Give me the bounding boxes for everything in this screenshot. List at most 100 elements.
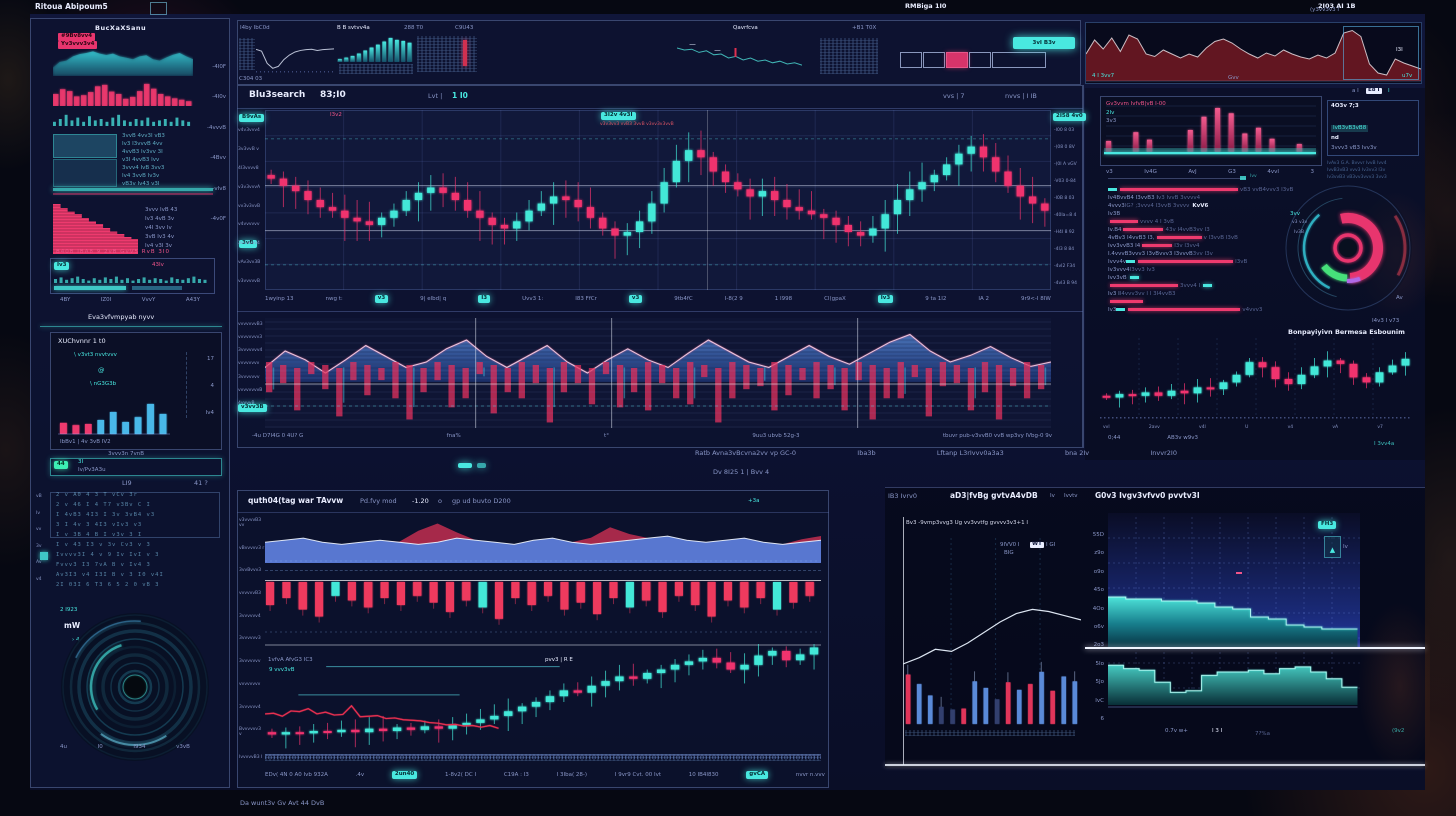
main-left-badge-2[interactable]: 3vB (239, 240, 257, 248)
axis-label: 9| elbd| q (420, 295, 447, 302)
main-right-divider (1083, 85, 1084, 448)
br-y-axis-item: 5Jo (1095, 679, 1105, 686)
br-marker-icon[interactable]: ▲ (1324, 536, 1341, 558)
main-left-badge-1[interactable]: B9vAs (239, 114, 265, 122)
sidebar-staircase-chart (53, 202, 138, 254)
bl-left-gutter-item: vvvvvvvv (239, 681, 261, 687)
mid-glow-dash-2 (477, 463, 486, 468)
br-y-axis-item: 5Io (1095, 660, 1105, 667)
main-period-value[interactable]: 1 I0 (452, 91, 468, 100)
br-y-axis-item: o9o (1093, 568, 1104, 575)
axis-badge[interactable]: v3 (374, 295, 389, 303)
bl-stat-4: gp ud buvto D200 (452, 497, 511, 505)
sidebar-cyan-box[interactable] (50, 458, 222, 476)
br-badge[interactable]: FH3 (1318, 521, 1337, 529)
sidebar-cyan-marker[interactable] (40, 552, 48, 560)
rc-hist-x-axis-item: v3 (1106, 169, 1113, 175)
stat-row: vvvv 4 I 3vB (1108, 218, 1323, 225)
sidebar-badge-2[interactable]: Yv3vvv3v4 (58, 41, 98, 49)
rc-histogram-chart (1102, 98, 1320, 164)
sidebar-box-chip[interactable]: Iv3 (54, 262, 70, 270)
bl-left-gutter-item: 3vvvvvv4 (239, 704, 261, 710)
progress-bar (1123, 228, 1164, 231)
main-left-gutter: v4v3vvv4 3v3vvB v 4I3vvvv8 v3v3vvvA vv3v3vvB… (238, 128, 264, 284)
topbar-action-button[interactable]: 3vI B3v (1013, 37, 1075, 49)
cyan-segment (1108, 188, 1117, 191)
sidebar-right-values-item: -vIv8 (212, 185, 226, 192)
main-price-axis-item: -V03 0-84 (1054, 179, 1076, 184)
main-candlestick-chart[interactable] (265, 110, 1051, 290)
swatch-1[interactable] (900, 52, 922, 68)
tr-zoom-box[interactable] (1343, 26, 1419, 80)
topbar-label-2b: 288 T0 (404, 25, 424, 31)
rc-candle-x-labels-item: AB3v w9v3 (1167, 435, 1198, 441)
main-price-axis: -I00 8 03 -(08 0 8V -(0I A vGV -V03 0-84 -I0… (1054, 128, 1084, 286)
tr-label-1: 4 I 3vv7 (1092, 73, 1115, 79)
axis-badge[interactable]: v3 (628, 295, 643, 303)
at-icon: @ (98, 366, 105, 374)
volume-band-chart[interactable] (265, 318, 1051, 428)
axis-label: 1wyinp 13 (265, 295, 294, 302)
volume-left-badge[interactable]: v3vv3B (238, 404, 267, 412)
rc-slider-track[interactable] (1108, 178, 1246, 179)
bl-left-gutter-item: 3vvBvvv3 (239, 568, 262, 574)
br-y-axis-item: 55D (1092, 532, 1104, 538)
stat-row: Iv3 I I4vvv3vv I I 3I4vvB3 (1108, 290, 1323, 297)
sidebar-table2-row: I v 3B 4 B I v3v 3 I (56, 532, 143, 538)
swatch-3-selected[interactable] (946, 52, 968, 68)
main-price-axis-item: -I0B 8 03 (1054, 196, 1075, 201)
mid-strip-row-item: Ratb Avna3vBcvna2vv vp GC-0 (695, 449, 797, 457)
main-axis-badge[interactable]: 2I58 4v0 (1053, 113, 1086, 121)
app-menu-icon[interactable] (150, 2, 167, 15)
bl-left-gutter-item: 3vvvvvv4 (239, 613, 261, 619)
axis-badge[interactable]: Iv3 (877, 295, 894, 303)
rc-candlestick-chart[interactable] (1100, 336, 1412, 422)
bl-rising-candles[interactable] (265, 643, 821, 761)
bl-stat-3: o (438, 497, 442, 505)
axis-badge[interactable]: 2un40 (391, 771, 418, 779)
axis-label: I 9vr9 Cvt. 00 Ivt (614, 771, 661, 778)
sidebar-badge-1[interactable]: #9Bv8vv4 (58, 33, 96, 41)
bm-header-1: IB3 Ivrv0 (888, 492, 917, 500)
swatch-2[interactable] (923, 52, 945, 68)
bl-stat-2: -1.20 (412, 497, 429, 505)
bl-header-rule (237, 512, 829, 513)
bl-hanging-candles (265, 576, 821, 638)
sidebar-stair-table-row: Iv4 v3I 3v (145, 243, 173, 249)
rc-hist-x-axis: v3 Iv4G AvJ G3 4vvI 3 (1106, 169, 1314, 175)
stat-row: Iv3B (1108, 210, 1323, 217)
br-depth-chart[interactable] (1108, 513, 1360, 713)
sidebar-green-badge[interactable]: 44 (54, 461, 68, 469)
main-header-rule (237, 108, 1083, 109)
bl-area-chart (265, 517, 821, 563)
sidebar-right-values-item: -4I0F (212, 64, 226, 70)
sidebar-table2-side-item: Iv (36, 510, 40, 516)
br-x-label-1: 0.7v w+ (1165, 728, 1188, 734)
tr-label-4: u7v (1402, 73, 1413, 79)
swatch-4[interactable] (969, 52, 991, 68)
volume-bottom-axis-item: tbuvr pub-v3vvB0 vvB wp3vy IVbg-0 9v (942, 433, 1052, 439)
volume-left-gutter-item: 3vvvvvvv (238, 374, 260, 380)
bl-annotation-2: 9 vvv3vB (269, 667, 295, 673)
main-top-box[interactable]: 3I2v 4v3I (601, 112, 636, 120)
sidebar-table2-row: 2 v 46 I 4 T7 v3Bv C I (56, 502, 151, 508)
sidebar-chart-axis-item: Iv4 (205, 410, 214, 416)
mid-pagination[interactable]: Dv 8I25 1 | Bvv 4 (713, 468, 770, 476)
sidebar-labels-row: 4BY IZ0I VvvY A43Y (60, 297, 200, 303)
rc-slider-handle[interactable] (1240, 176, 1246, 180)
sidebar-table-block-1[interactable] (53, 134, 117, 158)
topbar-label-1: I4by IbC0d (240, 25, 270, 31)
swatch-5-wide[interactable] (992, 52, 1046, 68)
main-top-red-note: v3v3vv3 vvB3 3vvB v3vv3v3vvB (600, 122, 674, 127)
br-y-axis-item: o6v (1093, 623, 1104, 630)
rc-info-post: I (1388, 88, 1390, 94)
rc-info-badge[interactable]: E8 I (1366, 87, 1382, 94)
axis-label: I-8(2 9 (724, 295, 743, 302)
axis-badge[interactable]: I3 (478, 295, 491, 303)
rc-hist-x-axis-item: AvJ (1188, 169, 1197, 175)
sidebar-table-block-2[interactable] (53, 159, 117, 187)
axis-badge[interactable]: gvCA (746, 771, 769, 779)
volume-left-gutter-item: vvvvvvvv3 (238, 335, 263, 341)
br-y-axis-item: 6 (1100, 715, 1105, 722)
